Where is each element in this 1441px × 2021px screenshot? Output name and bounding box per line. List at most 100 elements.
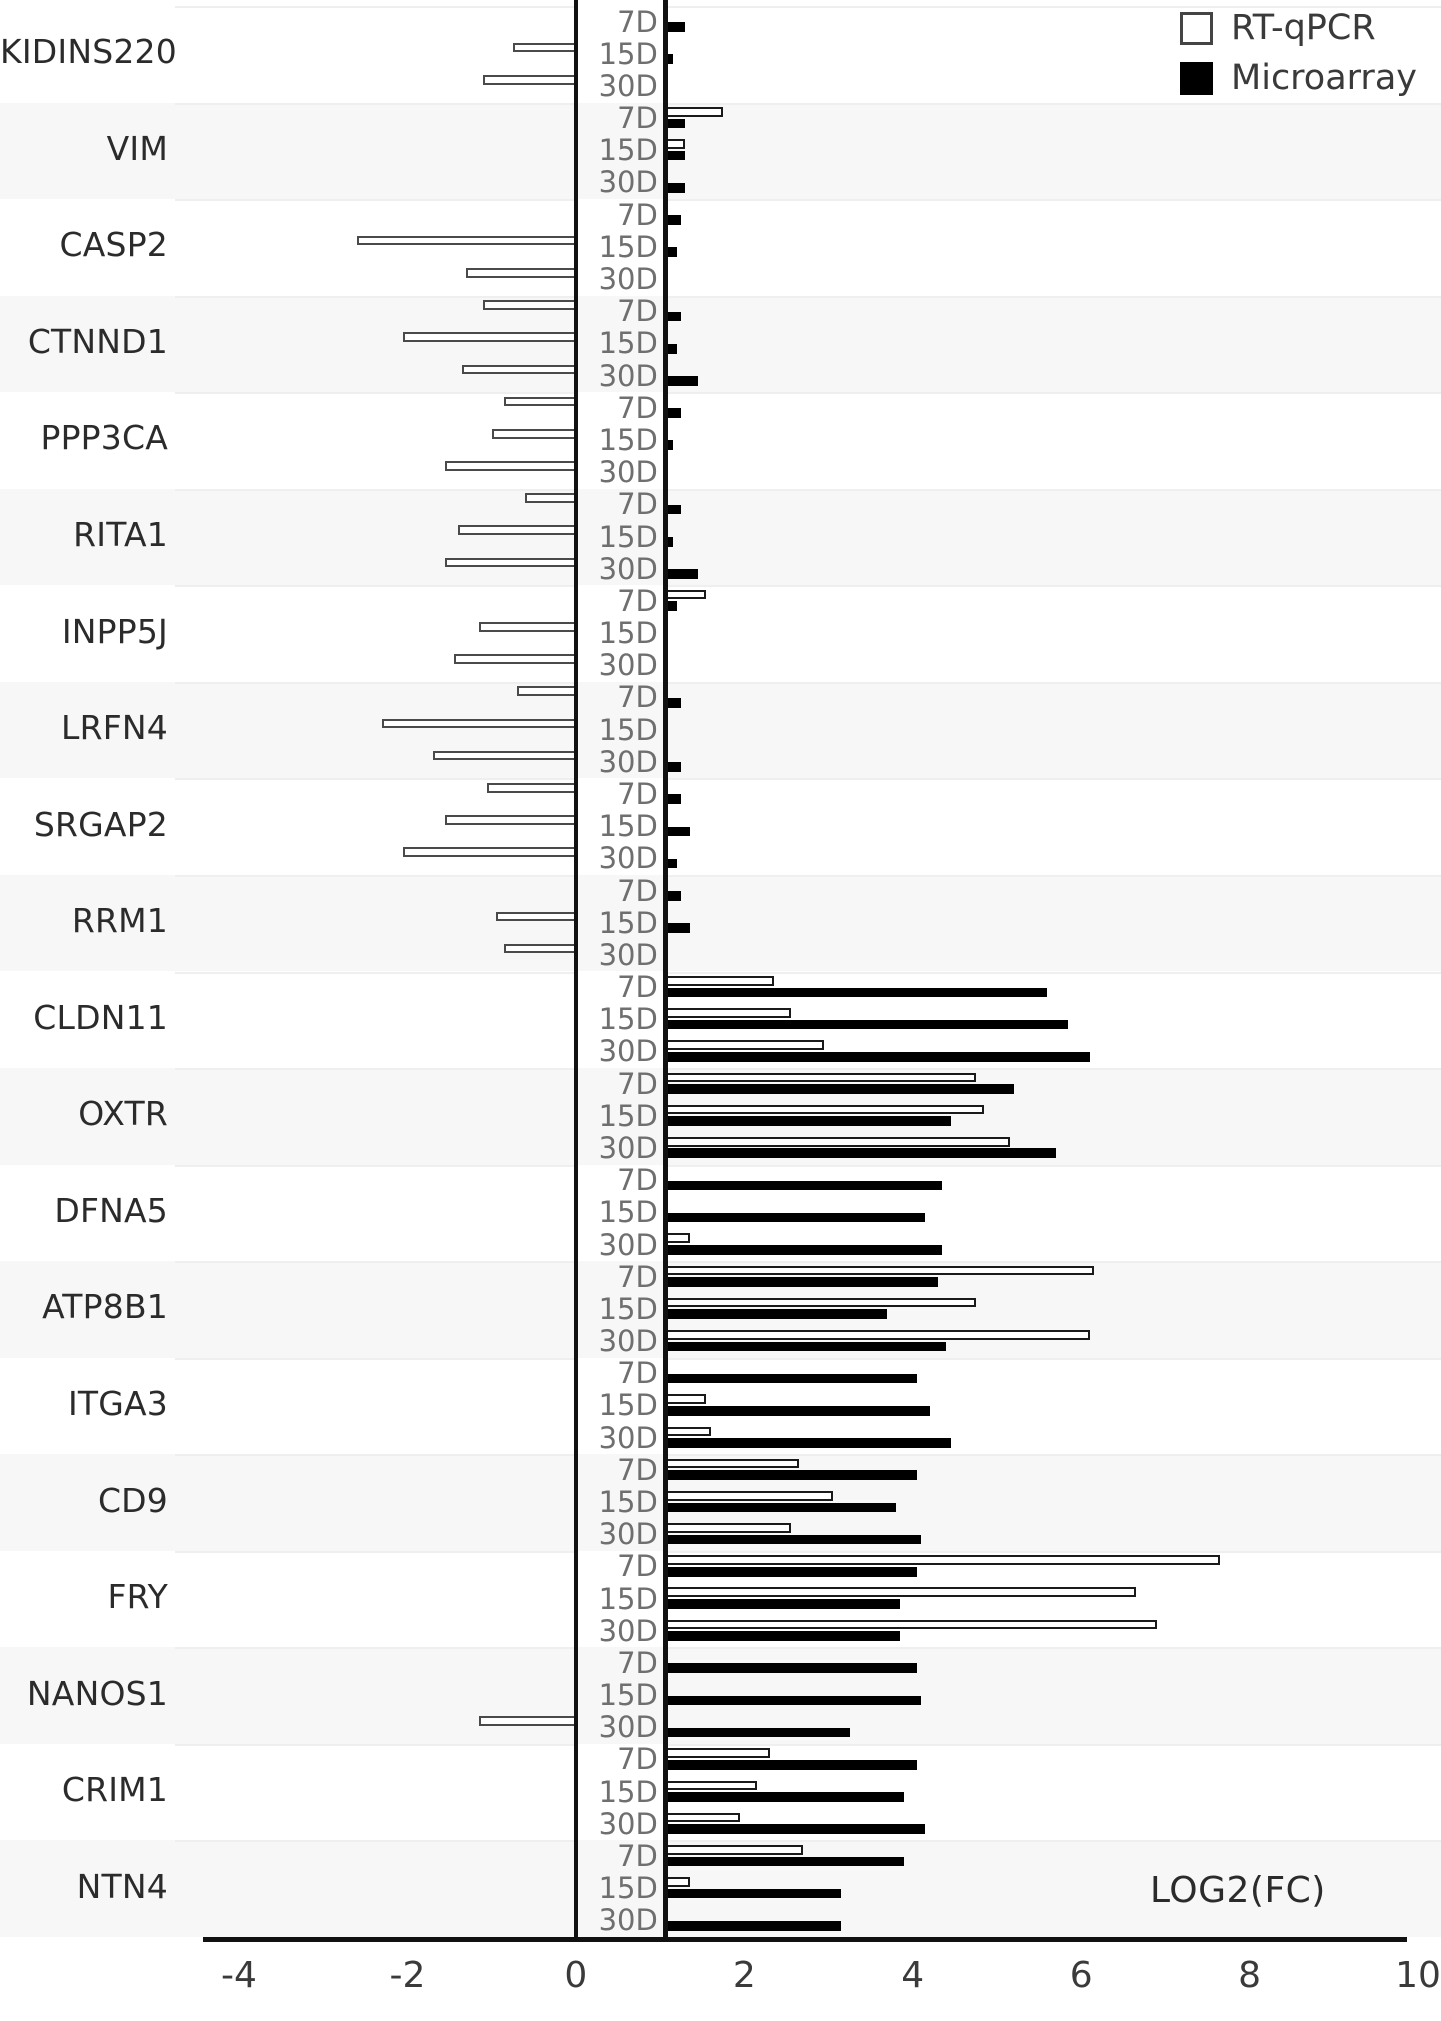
- timepoint-label: 15D: [598, 1098, 658, 1133]
- timepoint-row: [175, 1680, 1441, 1712]
- x-tick-label: 10: [1395, 1955, 1441, 1996]
- timepoint-label: 15D: [598, 422, 658, 457]
- gene-name-label: CRIM1: [61, 1770, 168, 1810]
- x-tick-label: -4: [221, 1955, 257, 1996]
- row-separator: [175, 1357, 1441, 1360]
- legend-item: Microarray: [1180, 58, 1417, 98]
- timepoint-row: [175, 1712, 1441, 1744]
- legend-item: RT-qPCR: [1180, 8, 1417, 48]
- gene-row: PPP3CA 7D 15D 30D: [0, 392, 1441, 489]
- bar-rt-qpcr: [445, 461, 576, 471]
- timepoint-label: 15D: [598, 1195, 658, 1230]
- timepoint-row: [175, 1132, 1441, 1164]
- timepoint-row: [175, 1100, 1441, 1132]
- timepoint-label: 30D: [598, 262, 658, 297]
- gene-row: CASP2 7D 15D 30D: [0, 199, 1441, 296]
- timepoint-row: [175, 521, 1441, 553]
- bar-rt-qpcr: [457, 525, 576, 536]
- timepoint-block: [175, 875, 1441, 972]
- timepoint-label: 15D: [598, 326, 658, 361]
- timepoint-row: [175, 1261, 1441, 1293]
- timepoint-label: 30D: [598, 455, 658, 490]
- timepoint-label: 7D: [617, 1549, 658, 1584]
- timepoint-row: [175, 1519, 1441, 1551]
- timepoint-row: [175, 875, 1441, 907]
- timepoint-label: 30D: [598, 1710, 658, 1745]
- gene-name-label: NANOS1: [26, 1673, 168, 1713]
- row-separator: [175, 1454, 1441, 1457]
- timepoint-row: [175, 617, 1441, 649]
- gene-row: CTNND1 7D 15D 30D: [0, 294, 1441, 393]
- gene-name-label: FRY: [107, 1577, 168, 1617]
- timepoint-row: [175, 360, 1441, 392]
- bar-rt-qpcr: [516, 686, 576, 696]
- row-separator: [175, 874, 1441, 877]
- timepoint-block: [175, 1551, 1441, 1648]
- timepoint-row: [175, 392, 1441, 424]
- timepoint-label: 15D: [598, 1002, 658, 1037]
- timepoint-label: 7D: [617, 294, 658, 329]
- gene-name-label: ITGA3: [67, 1383, 168, 1423]
- timepoint-label: 7D: [617, 873, 658, 908]
- gene-name-label: CASP2: [59, 225, 168, 265]
- gene-row: VIM 7D 15D 30D: [0, 101, 1441, 200]
- timepoint-block: [175, 1647, 1441, 1744]
- bar-rt-qpcr: [487, 782, 576, 793]
- gene-name-label: VIM: [106, 128, 168, 168]
- timepoint-label: 7D: [617, 487, 658, 522]
- timepoint-label: 7D: [617, 970, 658, 1005]
- timepoint-label: 7D: [617, 1259, 658, 1294]
- timepoint-row: [175, 1197, 1441, 1229]
- x-tick-label: 0: [564, 1955, 588, 1996]
- timepoint-label: 7D: [617, 101, 658, 136]
- gene-row: RITA1 7D 15D 30D: [0, 487, 1441, 586]
- timepoint-label: 30D: [598, 1034, 658, 1069]
- bar-rt-qpcr: [525, 493, 576, 503]
- bar-rt-qpcr: [512, 42, 576, 53]
- timepoint-block: [175, 1261, 1441, 1358]
- timepoint-row: [175, 424, 1441, 456]
- timepoint-block: [175, 296, 1441, 393]
- timepoint-label: 30D: [598, 841, 658, 876]
- bar-rt-qpcr: [356, 235, 576, 246]
- gene-name-label: PPP3CA: [40, 418, 168, 458]
- row-separator: [175, 1068, 1441, 1071]
- timepoint-row: [175, 650, 1441, 682]
- timepoint-label: 30D: [598, 1227, 658, 1262]
- gene-row: SRGAP2 7D 15D 30D: [0, 778, 1441, 875]
- gene-row: CD9 7D 15D 30D: [0, 1454, 1441, 1551]
- timepoint-row: [175, 1808, 1441, 1840]
- bar-rt-qpcr: [491, 428, 576, 439]
- timepoint-label: 7D: [617, 1356, 658, 1391]
- timepoint-label: 7D: [617, 197, 658, 232]
- timepoint-row: [175, 843, 1441, 875]
- timepoint-block: [175, 1358, 1441, 1455]
- bar-rt-qpcr: [403, 847, 576, 857]
- timepoint-row: [175, 682, 1441, 714]
- timepoint-label: 30D: [598, 1903, 658, 1938]
- timepoint-label: 7D: [617, 680, 658, 715]
- bar-rt-qpcr: [479, 621, 576, 632]
- row-separator: [175, 1743, 1441, 1746]
- timepoint-row: [175, 1004, 1441, 1036]
- gene-row: INPP5J 7D 15D 30D: [0, 585, 1441, 682]
- timepoint-label: 30D: [598, 744, 658, 779]
- bar-rt-qpcr: [575, 1555, 1221, 1565]
- timepoint-row: [175, 714, 1441, 746]
- timepoint-row: [175, 1326, 1441, 1358]
- category-axis-line: [662, 0, 668, 1940]
- bar-rt-qpcr: [479, 1716, 576, 1726]
- chart-legend: RT-qPCR Microarray: [1180, 8, 1417, 108]
- timepoint-row: [175, 939, 1441, 971]
- row-separator: [175, 971, 1441, 974]
- timepoint-row: [175, 296, 1441, 328]
- legend-label: Microarray: [1231, 58, 1417, 98]
- bar-rt-qpcr: [382, 718, 576, 729]
- row-separator: [175, 199, 1441, 202]
- timepoint-row: [175, 1390, 1441, 1422]
- plot-area: KIDINS220 7D 15D 30D VIM 7D 15D 30D CASP2 7D 15D 30…: [0, 0, 1441, 1940]
- timepoint-row: [175, 1036, 1441, 1068]
- timepoint-label: 7D: [617, 1645, 658, 1680]
- timepoint-block: [175, 1744, 1441, 1841]
- timepoint-block: [175, 585, 1441, 682]
